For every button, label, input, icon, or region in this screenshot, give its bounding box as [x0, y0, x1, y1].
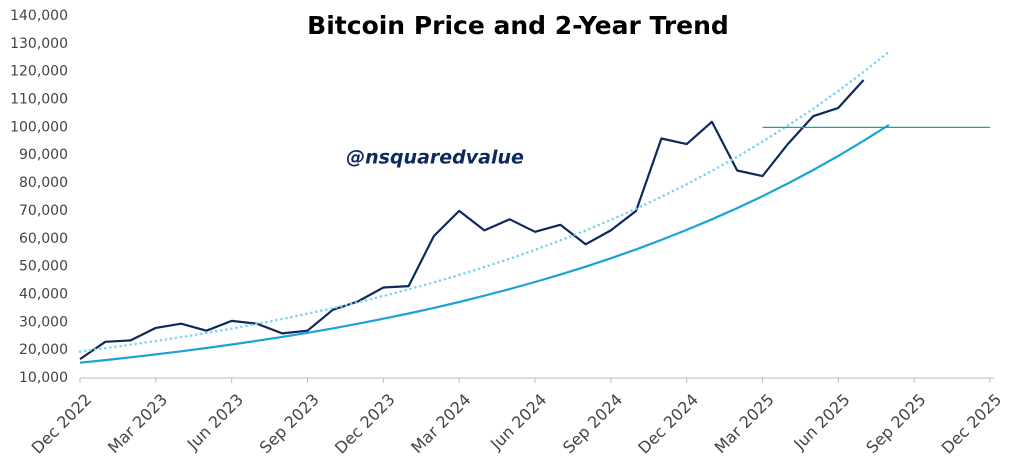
y-tick-label: 20,000	[19, 342, 68, 358]
y-tick-label: 80,000	[19, 175, 68, 191]
x-tick-label: Dec 2023	[331, 390, 399, 458]
y-tick-label: 100,000	[10, 119, 68, 135]
y-tick-label: 140,000	[10, 8, 68, 24]
y-tick-label: 120,000	[10, 64, 68, 80]
x-tick-label: Dec 2024	[634, 390, 702, 458]
x-tick-label: Mar 2024	[407, 390, 474, 457]
y-tick-label: 40,000	[19, 286, 68, 302]
x-tick-label: Dec 2025	[938, 390, 1006, 458]
x-tick-label: Sep 2023	[256, 390, 323, 457]
y-tick-label: 90,000	[19, 147, 68, 163]
x-tick-label: Jun 2024	[486, 390, 550, 454]
series-line	[79, 79, 865, 361]
y-tick-label: 10,000	[19, 370, 68, 386]
x-tick-label: Mar 2025	[711, 390, 778, 457]
x-tick-label: Sep 2025	[862, 390, 929, 457]
y-tick-label: 30,000	[19, 314, 68, 330]
chart-title: Bitcoin Price and 2-Year Trend	[307, 11, 729, 40]
y-tick-label: 110,000	[10, 92, 68, 108]
series-line	[79, 123, 890, 364]
y-tick-label: 70,000	[19, 203, 68, 219]
y-tick-label: 50,000	[19, 259, 68, 275]
x-tick-label: Jun 2025	[789, 390, 853, 454]
y-tick-label: 60,000	[19, 231, 68, 247]
y-tick-label: 130,000	[10, 36, 68, 52]
annotation: @nsquaredvalue	[346, 147, 524, 169]
x-tick-label: Jun 2023	[183, 390, 247, 454]
x-tick-label: Mar 2023	[104, 390, 171, 457]
x-tick-label: Dec 2022	[28, 390, 96, 458]
x-tick-label: Sep 2024	[559, 390, 626, 457]
series-line	[78, 50, 891, 353]
